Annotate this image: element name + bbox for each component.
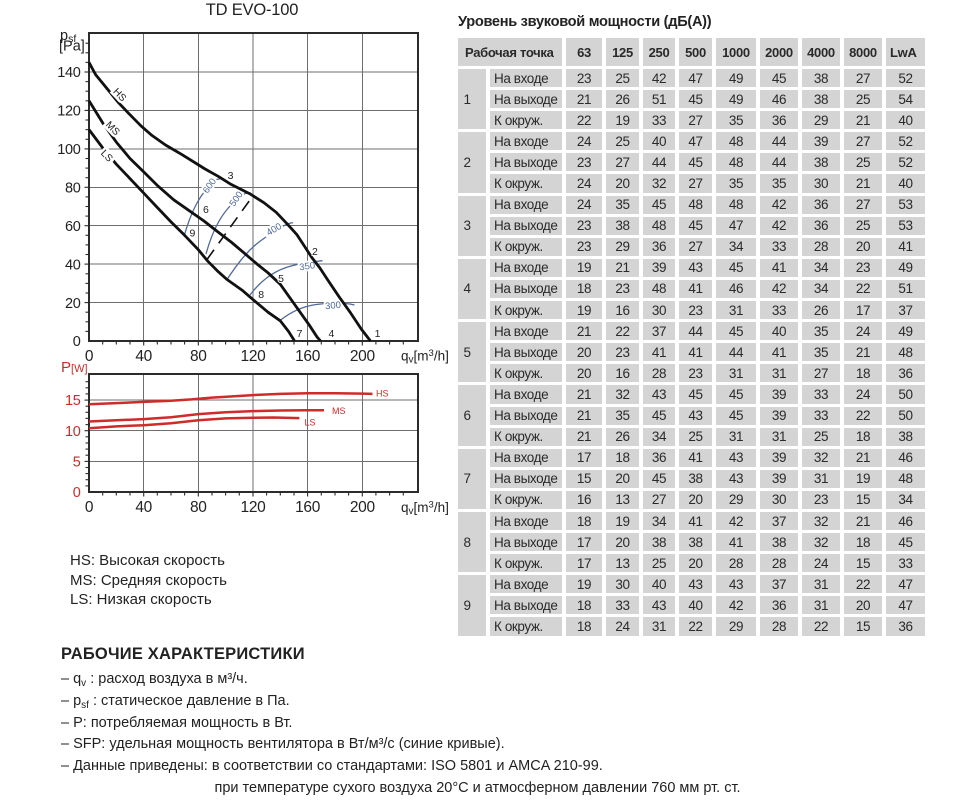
svg-text:7: 7 xyxy=(297,328,303,340)
svg-text:200: 200 xyxy=(350,499,376,516)
svg-text:qv[m3/h]: qv[m3/h] xyxy=(401,348,449,366)
svg-text:MS: MS xyxy=(103,120,122,139)
svg-text:80: 80 xyxy=(190,348,207,365)
svg-text:6: 6 xyxy=(203,204,209,216)
svg-text:0: 0 xyxy=(73,334,81,350)
svg-text:psf: psf xyxy=(60,28,76,45)
svg-text:20: 20 xyxy=(65,296,81,312)
svg-text:HS: HS xyxy=(376,389,389,399)
svg-text:LS: LS xyxy=(98,148,115,165)
svg-text:LS: LS xyxy=(305,418,316,428)
svg-text:9: 9 xyxy=(189,228,195,240)
svg-text:5: 5 xyxy=(278,273,284,285)
svg-text:80: 80 xyxy=(65,181,81,197)
svg-text:0: 0 xyxy=(85,348,94,365)
svg-text:3: 3 xyxy=(228,170,234,182)
svg-text:40: 40 xyxy=(135,499,152,516)
svg-text:4: 4 xyxy=(328,328,334,340)
svg-text:60: 60 xyxy=(65,219,81,235)
svg-text:140: 140 xyxy=(57,65,81,81)
svg-text:350: 350 xyxy=(299,260,316,273)
svg-text:200: 200 xyxy=(350,348,376,365)
svg-text:P[W]: P[W] xyxy=(61,359,88,376)
svg-text:8: 8 xyxy=(258,289,264,301)
svg-text:5: 5 xyxy=(73,455,81,471)
svg-text:[Pa]: [Pa] xyxy=(59,39,85,55)
svg-text:80: 80 xyxy=(190,499,207,516)
svg-text:2: 2 xyxy=(312,246,318,258)
svg-text:400: 400 xyxy=(265,221,284,238)
svg-text:120: 120 xyxy=(57,104,81,120)
svg-text:10: 10 xyxy=(65,424,81,440)
svg-text:100: 100 xyxy=(57,142,81,158)
svg-text:120: 120 xyxy=(241,499,267,516)
svg-text:HS: HS xyxy=(111,86,129,104)
svg-text:40: 40 xyxy=(65,257,81,273)
svg-text:160: 160 xyxy=(295,348,321,365)
svg-text:160: 160 xyxy=(295,499,321,516)
svg-text:MS: MS xyxy=(332,406,346,416)
svg-text:300: 300 xyxy=(325,300,342,312)
svg-text:15: 15 xyxy=(65,393,81,409)
svg-text:120: 120 xyxy=(241,348,267,365)
svg-text:qv[m3/h]: qv[m3/h] xyxy=(401,500,449,518)
svg-text:0: 0 xyxy=(73,485,81,501)
svg-text:1: 1 xyxy=(375,328,381,340)
svg-text:0: 0 xyxy=(85,499,94,516)
svg-text:40: 40 xyxy=(135,348,152,365)
